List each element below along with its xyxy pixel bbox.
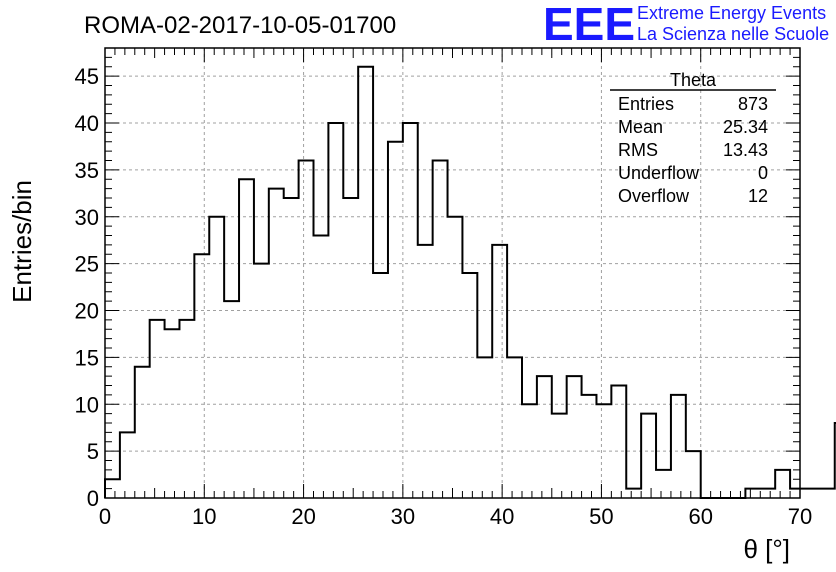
axis-ticks <box>104 47 801 499</box>
y-tick-label: 0 <box>87 486 99 511</box>
stats-name: Theta <box>670 70 717 90</box>
histogram-bin <box>492 245 507 498</box>
histogram-bin <box>239 179 254 498</box>
x-tick-label: 20 <box>291 504 315 529</box>
y-tick-label: 15 <box>75 345 99 370</box>
histogram-bin <box>596 404 611 498</box>
histogram-bin <box>641 414 656 498</box>
histogram-bin <box>656 470 671 498</box>
histogram-bin <box>314 236 329 499</box>
x-tick-label: 30 <box>391 504 415 529</box>
y-tick-label: 25 <box>75 252 99 277</box>
histogram-bin <box>343 198 358 498</box>
x-tick-label: 40 <box>490 504 514 529</box>
y-tick-label: 5 <box>87 439 99 464</box>
histogram-bin <box>477 357 492 498</box>
histogram-bin <box>805 489 820 498</box>
logo-line-2: La Scienza nelle Scuole <box>637 24 829 44</box>
stats-rows: Entries 873 Mean 25.34 RMS 13.43 Underflow 0 Ove… <box>618 94 768 206</box>
histogram-bin <box>552 414 567 498</box>
histogram-bin <box>507 357 522 498</box>
histogram-bin <box>820 489 835 498</box>
histogram-bin <box>567 376 582 498</box>
x-tick-label: 0 <box>99 504 111 529</box>
y-tick-label: 20 <box>75 299 99 324</box>
stats-row-label: RMS <box>618 140 658 160</box>
histogram-bin <box>582 395 597 498</box>
histogram-bin <box>671 395 686 498</box>
x-tick-label: 60 <box>688 504 712 529</box>
y-tick-label: 35 <box>75 158 99 183</box>
y-tick-label: 10 <box>75 392 99 417</box>
histogram-bin <box>150 320 165 498</box>
histogram-bin <box>537 376 552 498</box>
x-tick-label: 50 <box>589 504 613 529</box>
histogram-bin <box>194 254 209 498</box>
histogram-bin <box>388 142 403 498</box>
histogram-bin <box>358 67 373 498</box>
histogram-bin <box>328 123 343 498</box>
histogram-bin <box>462 273 477 498</box>
histogram-bin <box>745 489 760 498</box>
x-tick-label: 70 <box>788 504 812 529</box>
histogram-bin <box>775 470 790 498</box>
chart-title: ROMA-02-2017-10-05-01700 <box>84 12 396 39</box>
stats-box: Theta Entries 873 Mean 25.34 RMS 13.43 Underfl… <box>610 70 776 206</box>
histogram-bin <box>224 301 239 498</box>
stats-row-label: Underflow <box>618 163 700 183</box>
y-tick-label: 45 <box>75 64 99 89</box>
tick-labels: 0 10 20 30 40 50 60 70 0 5 10 15 20 25 30 35 40 45 <box>75 64 813 529</box>
histogram-bin <box>448 217 463 498</box>
histogram-bin <box>179 320 194 498</box>
histogram-bin <box>760 489 775 498</box>
histogram-bin <box>135 367 150 498</box>
stats-row-label: Overflow <box>618 186 690 206</box>
histogram-bin <box>269 189 284 498</box>
histogram-bin <box>403 123 418 498</box>
histogram-bin <box>626 489 641 498</box>
logo-mark: EEE <box>543 0 635 50</box>
histogram-bin <box>433 161 448 499</box>
stats-row-value: 12 <box>748 186 768 206</box>
histogram-bin <box>165 329 180 498</box>
stats-row-value: 0 <box>758 163 768 183</box>
histogram-bin <box>120 432 135 498</box>
histogram-bin <box>790 489 805 498</box>
stats-row-value: 873 <box>738 94 768 114</box>
histogram-bin <box>373 273 388 498</box>
y-tick-label: 30 <box>75 205 99 230</box>
x-axis-label: θ [°] <box>743 534 790 564</box>
y-tick-label: 40 <box>75 111 99 136</box>
logo-line-1: Extreme Energy Events <box>637 3 826 23</box>
stats-row-value: 13.43 <box>723 140 768 160</box>
histogram-bin <box>299 161 314 499</box>
histogram-bin <box>418 245 433 498</box>
stats-row-value: 25.34 <box>723 117 768 137</box>
y-axis-label: Entries/bin <box>7 180 37 303</box>
logo: EEE Extreme Energy Events La Scienza nel… <box>543 0 829 50</box>
x-tick-label: 10 <box>192 504 216 529</box>
histogram-bin <box>686 451 701 498</box>
histogram-bin <box>209 217 224 498</box>
stats-row-label: Mean <box>618 117 663 137</box>
histogram-bin <box>611 386 626 499</box>
histogram-bin <box>254 264 269 498</box>
stats-row-label: Entries <box>618 94 674 114</box>
histogram-bin <box>284 198 299 498</box>
histogram-bin <box>522 404 537 498</box>
